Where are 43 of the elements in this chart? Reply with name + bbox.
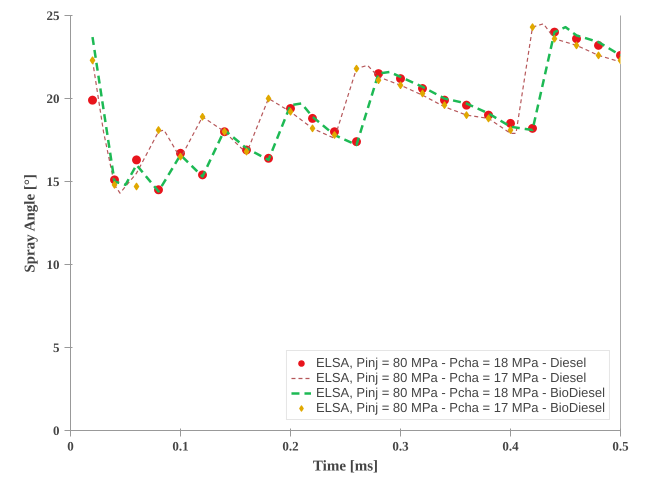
point bbox=[530, 23, 536, 32]
point bbox=[442, 101, 448, 110]
point bbox=[574, 41, 580, 50]
point bbox=[244, 148, 250, 156]
x-tick-label: 0.2 bbox=[282, 438, 299, 454]
point bbox=[88, 96, 97, 105]
y-axis-title: Spray Angle [°] bbox=[22, 174, 38, 273]
x-tick-label: 0.1 bbox=[172, 438, 189, 454]
point bbox=[508, 126, 514, 134]
legend-label: ELSA, Pinj = 80 MPa - Pcha = 17 MPa - Diesel bbox=[316, 370, 586, 385]
point bbox=[90, 56, 96, 64]
point bbox=[398, 81, 404, 90]
point bbox=[596, 51, 602, 60]
y-tick-label: 20 bbox=[46, 91, 60, 106]
point bbox=[332, 131, 338, 140]
point bbox=[420, 90, 426, 98]
point bbox=[376, 76, 382, 84]
point bbox=[156, 126, 162, 134]
y-tick-label: 10 bbox=[46, 257, 60, 272]
point bbox=[112, 180, 118, 189]
point bbox=[464, 111, 470, 120]
x-tick-label: 0.3 bbox=[392, 438, 410, 454]
legend-label: ELSA, Pinj = 80 MPa - Pcha = 18 MPa - Diesel bbox=[316, 355, 586, 370]
y-tick-label: 5 bbox=[53, 340, 60, 355]
point bbox=[552, 34, 558, 43]
legend-label: ELSA, Pinj = 80 MPa - Pcha = 17 MPa - BioDiesel bbox=[316, 400, 605, 415]
point bbox=[310, 124, 316, 132]
x-axis-title: Time [ms] bbox=[312, 458, 378, 474]
point bbox=[178, 152, 184, 161]
point bbox=[486, 114, 492, 122]
x-tick-label: 0.5 bbox=[612, 438, 630, 454]
y-tick-label: 0 bbox=[53, 423, 60, 438]
point bbox=[354, 64, 360, 73]
point bbox=[132, 155, 141, 164]
point bbox=[288, 108, 294, 116]
x-tick-label: 0 bbox=[67, 438, 74, 454]
point bbox=[134, 182, 140, 190]
x-tick-label: 0.4 bbox=[502, 438, 520, 454]
point bbox=[266, 94, 272, 102]
y-tick-label: 15 bbox=[46, 174, 60, 189]
y-tick-label: 25 bbox=[46, 8, 60, 23]
point bbox=[200, 112, 206, 121]
legend-label: ELSA, Pinj = 80 MPa - Pcha = 18 MPa - BioDiesel bbox=[316, 385, 605, 400]
